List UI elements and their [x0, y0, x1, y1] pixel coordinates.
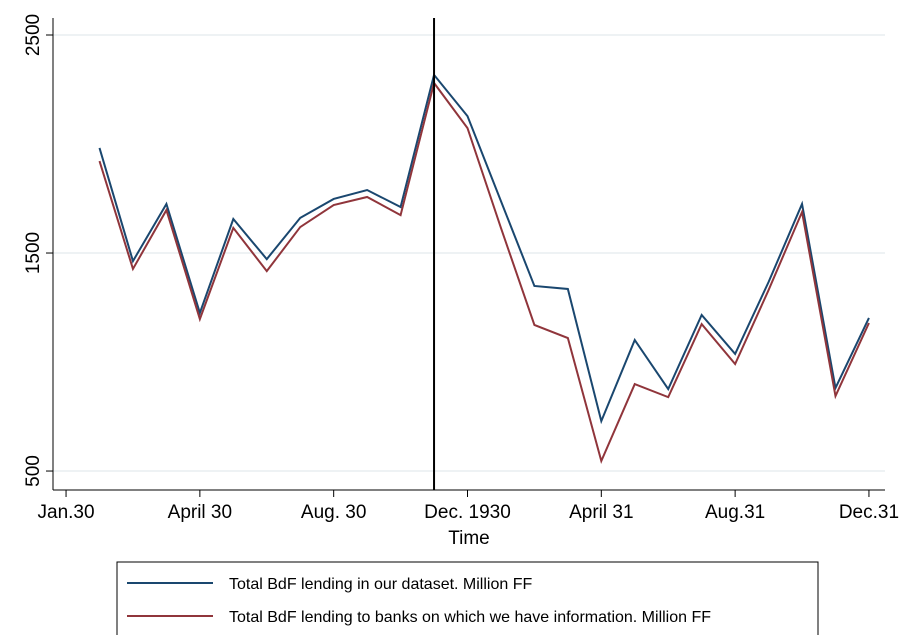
x-tick-label: Jan.30	[38, 502, 95, 523]
x-tick-label: Aug. 30	[301, 502, 367, 523]
x-tick-label: Dec. 1930	[424, 502, 511, 523]
x-tick-label: Dec.31	[839, 502, 899, 523]
x-tick-label: April 31	[569, 502, 633, 523]
legend-label: Total BdF lending in our dataset. Millio…	[229, 576, 532, 593]
series-line	[98, 80, 870, 465]
legend-label: Total BdF lending to banks on which we h…	[229, 609, 711, 626]
legend-box	[116, 561, 819, 635]
x-axis-title: Time	[448, 528, 490, 549]
x-tick-label: April 30	[168, 502, 232, 523]
y-tick-label: 500	[23, 455, 44, 487]
y-tick-label: 2500	[23, 14, 44, 56]
series-line	[98, 72, 870, 425]
x-tick-label: Aug.31	[705, 502, 765, 523]
y-tick-label: 1500	[23, 232, 44, 274]
